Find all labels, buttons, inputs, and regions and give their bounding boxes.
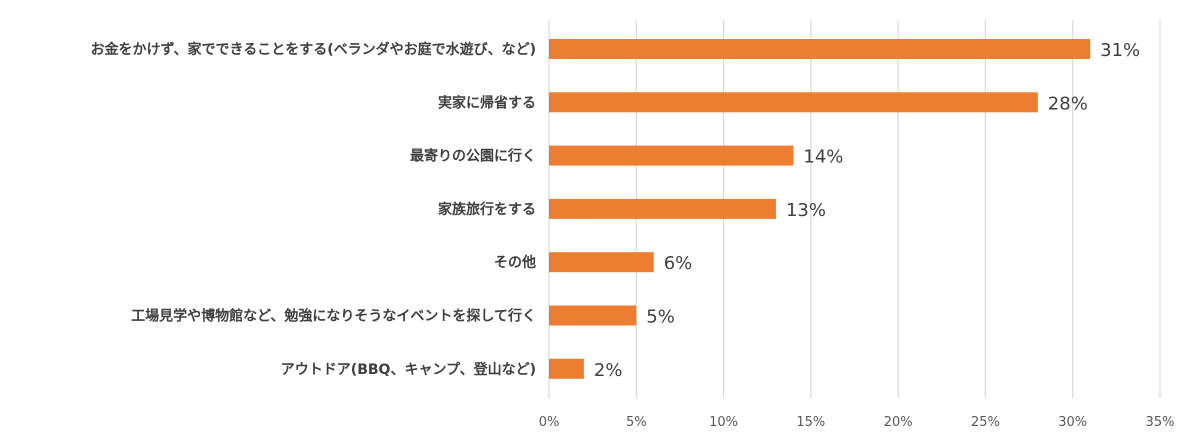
- bar: [549, 145, 794, 166]
- x-tick-label: 0%: [539, 415, 560, 430]
- x-tick-label: 35%: [1146, 415, 1175, 430]
- bars: [549, 39, 1091, 379]
- category-labels: お金をかけず、家でできることをする(ベランダやお庭で水遊び、など) 実家に帰省する…: [90, 41, 536, 378]
- data-label: 5%: [646, 307, 675, 328]
- x-tick-label: 25%: [971, 415, 1000, 430]
- category-label: お金をかけず、家でできることをする(ベランダやお庭で水遊び、など): [90, 41, 536, 58]
- data-label: 28%: [1048, 93, 1088, 114]
- data-label: 13%: [786, 200, 826, 221]
- bar: [549, 358, 584, 379]
- category-label: 最寄りの公園に行く: [410, 148, 536, 165]
- bar: [549, 39, 1091, 59]
- category-label: その他: [494, 254, 536, 271]
- data-label: 14%: [803, 147, 843, 168]
- category-label: 工場見学や博物館など、勉強になりそうなイベントを探して行く: [131, 308, 536, 325]
- bar: [549, 305, 637, 326]
- x-axis-ticks: 0% 5% 10% 15% 20% 25% 30% 35%: [539, 415, 1175, 430]
- data-label: 6%: [664, 253, 693, 274]
- x-tick-label: 15%: [796, 415, 825, 430]
- x-tick-label: 20%: [884, 415, 913, 430]
- category-label: アウトドア(BBQ、キャンプ、登山など): [281, 361, 536, 378]
- x-tick-label: 30%: [1058, 415, 1087, 430]
- data-label: 2%: [594, 360, 623, 381]
- x-tick-label: 10%: [709, 415, 738, 430]
- category-label: 実家に帰省する: [438, 94, 536, 111]
- bar: [549, 252, 654, 273]
- bar: [549, 198, 776, 219]
- x-tick-label: 5%: [626, 415, 647, 430]
- category-label: 家族旅行をする: [438, 201, 536, 218]
- data-label: 31%: [1100, 40, 1140, 61]
- bar: [549, 92, 1038, 113]
- value-labels: 31% 28% 14% 13% 6% 5% 2%: [594, 40, 1140, 381]
